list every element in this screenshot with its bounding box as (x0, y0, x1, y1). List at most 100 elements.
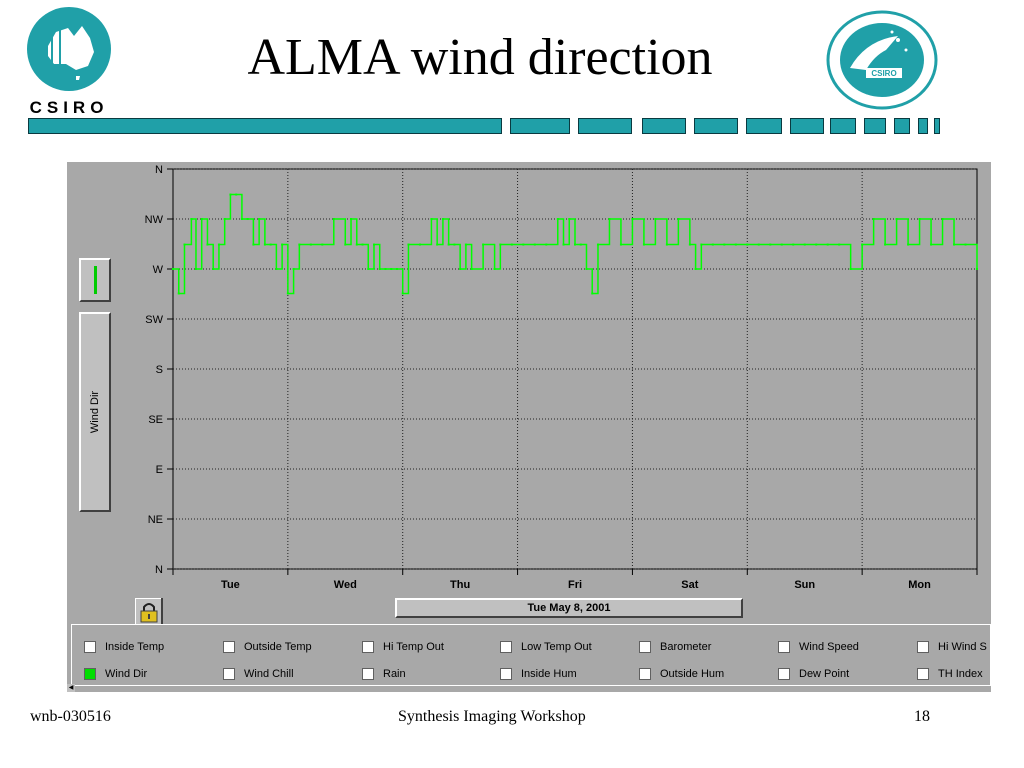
wind-dir-point (344, 243, 347, 246)
checkbox-box[interactable] (639, 641, 651, 653)
sensor-checkbox[interactable]: Hi Wind S (917, 639, 987, 655)
sensor-checkbox[interactable]: Wind Dir (84, 666, 147, 682)
checkbox-label: Wind Chill (244, 668, 294, 680)
wind-dir-point (826, 243, 829, 246)
wind-dir-point (964, 243, 967, 246)
wind-dir-point (562, 243, 565, 246)
wind-dir-point (407, 243, 410, 246)
csiro-logo: CSIRO (26, 6, 112, 118)
x-tick-label: Fri (568, 579, 582, 591)
sensor-checkbox[interactable]: Dew Point (778, 666, 849, 682)
wind-dir-point (459, 268, 462, 270)
wind-dir-point (591, 292, 594, 295)
sensor-checkbox[interactable]: TH Index (917, 666, 983, 682)
wind-dir-point (574, 243, 576, 246)
checkbox-label: Barometer (660, 641, 712, 653)
checkbox-box[interactable] (500, 668, 512, 680)
decorative-bar-segment (28, 118, 502, 134)
wind-dir-point (252, 243, 255, 246)
sensor-checkbox[interactable]: Outside Temp (223, 639, 312, 655)
wind-dir-point (815, 243, 818, 246)
wind-dir-point (286, 292, 289, 295)
y-axis-ticks: N NW W SW S SE E NE N (145, 164, 173, 576)
decorative-bar-segment (510, 118, 570, 134)
sensor-checkbox[interactable]: Wind Speed (778, 639, 859, 655)
checkbox-box[interactable] (223, 641, 235, 653)
sensor-checkbox[interactable]: Barometer (639, 639, 711, 655)
checkbox-box[interactable] (500, 641, 512, 653)
wind-dir-point (677, 218, 680, 220)
wind-dir-point (545, 243, 548, 246)
wind-dir-point (235, 193, 238, 196)
lock-button[interactable] (134, 597, 163, 626)
wind-dir-point (579, 243, 582, 246)
slide-title: ALMA wind direction (247, 29, 713, 86)
scroll-left-arrow[interactable]: ◀ (67, 684, 75, 692)
wind-dir-point (803, 243, 806, 246)
footer-left: wnb-030516 (30, 708, 111, 725)
wind-dir-point (533, 243, 536, 246)
atnf-center-text: CSIRO (871, 69, 896, 78)
x-tick-label: Thu (450, 579, 470, 591)
x-tick-label: Sun (794, 579, 815, 591)
wind-dir-point (350, 218, 353, 220)
checkbox-box[interactable] (639, 668, 651, 680)
checkbox-box[interactable] (778, 668, 790, 680)
sensor-checkbox[interactable]: Outside Hum (639, 666, 724, 682)
wind-dir-point (298, 243, 301, 246)
wind-dir-series (172, 193, 978, 295)
y-tick-label: W (153, 264, 164, 276)
checkbox-box[interactable] (362, 641, 374, 653)
wind-dir-point (441, 218, 444, 220)
wind-dir-point (522, 243, 525, 246)
wind-dir-point (510, 243, 513, 246)
decorative-bar-segment (830, 118, 856, 134)
x-tick-label: Wed (334, 579, 357, 591)
sensor-checkbox[interactable]: Rain (362, 666, 406, 682)
checkbox-label: Outside Temp (244, 641, 312, 653)
wind-dir-line (173, 193, 978, 295)
sensor-checkbox[interactable]: Low Temp Out (500, 639, 592, 655)
wind-dir-point (953, 243, 956, 246)
checkbox-box[interactable] (362, 668, 374, 680)
sensor-checkbox[interactable]: Hi Temp Out (362, 639, 444, 655)
wind-dir-point (269, 243, 272, 246)
green-trace-icon (94, 266, 97, 294)
checkbox-box[interactable] (917, 641, 929, 653)
wind-dir-point (332, 218, 335, 220)
sensor-checkbox[interactable]: Wind Chill (223, 666, 294, 682)
wind-dir-point (367, 268, 370, 270)
decorative-bar-segment (578, 118, 632, 134)
wind-dir-point (585, 268, 588, 270)
checkbox-box[interactable] (84, 668, 96, 680)
wind-dir-point (757, 243, 760, 246)
checkbox-box[interactable] (778, 641, 790, 653)
wind-dir-point (453, 243, 456, 246)
wind-dir-point (309, 243, 312, 246)
sensor-checkbox[interactable]: Inside Temp (84, 639, 164, 655)
weather-app-window: N NW W SW S SE E NE N Tue Wed Thu Fri Sat Sun Mon Wind… (67, 162, 991, 692)
sensor-checkbox[interactable]: Inside Hum (500, 666, 577, 682)
wind-dir-point (556, 218, 559, 220)
wind-direction-chart: N NW W SW S SE E NE N Tue Wed Thu Fri Sat Sun Mon (145, 164, 978, 591)
y-tick-label: E (156, 464, 163, 476)
checkbox-box[interactable] (917, 668, 929, 680)
wind-dir-point (493, 268, 496, 270)
date-display[interactable]: Tue May 8, 2001 (395, 598, 743, 618)
checkbox-box[interactable] (84, 641, 96, 653)
wind-dir-point (246, 218, 249, 220)
wind-dir-point (464, 243, 467, 246)
decorative-bar-segment (746, 118, 782, 134)
wind-dir-point (470, 268, 473, 270)
scale-button[interactable] (79, 258, 111, 302)
wind-dir-point (700, 243, 703, 246)
wind-dir-point (378, 268, 381, 270)
wind-dir-point (418, 243, 421, 246)
wind-dir-point (596, 243, 599, 246)
wind-dir-point (177, 292, 180, 295)
wind-dir-point (447, 243, 450, 246)
checkbox-box[interactable] (223, 668, 235, 680)
wind-dir-axis-button[interactable]: Wind Dir (79, 312, 111, 512)
wind-dir-point (172, 268, 174, 270)
wind-dir-point (281, 243, 284, 246)
